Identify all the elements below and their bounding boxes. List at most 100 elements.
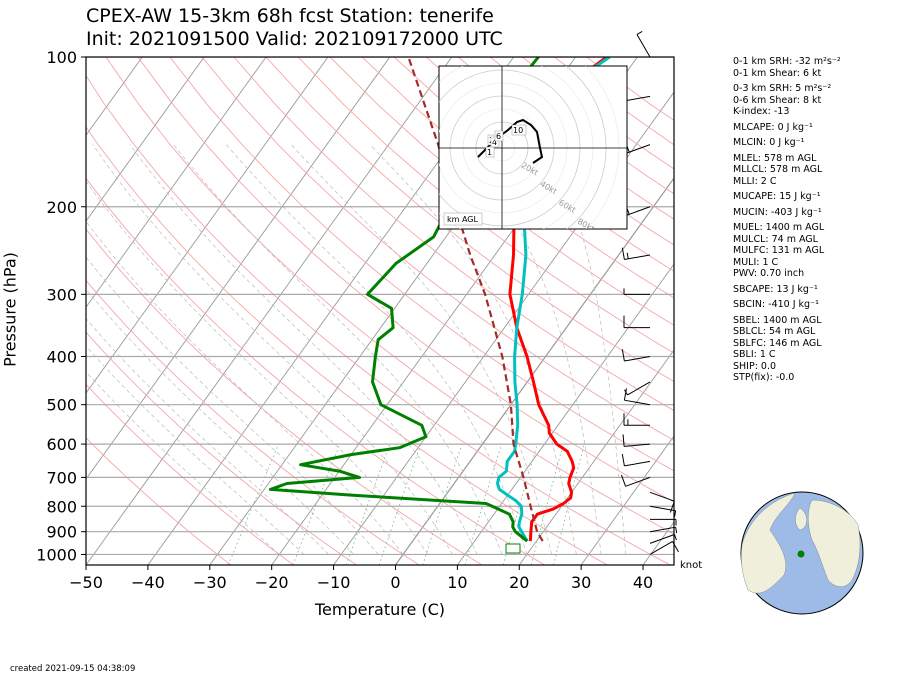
chart-title-line1: CPEX-AW 15-3km 68h fcst Station: tenerif… xyxy=(86,5,494,27)
dry-adiabat xyxy=(86,437,232,565)
param-item: MLCAPE: 0 J kg⁻¹ xyxy=(733,121,813,133)
x-tick-label: −50 xyxy=(69,573,103,592)
y-tick-label: 300 xyxy=(46,285,77,304)
y-tick-label: 1000 xyxy=(36,545,77,564)
dry-adiabat xyxy=(86,177,546,565)
isotherm-line xyxy=(394,177,674,565)
moist-adiabat xyxy=(86,345,305,555)
wind-barb xyxy=(649,526,678,534)
x-tick-label: 0 xyxy=(390,573,400,592)
plot-frame xyxy=(85,56,675,566)
y-tick-label: 800 xyxy=(46,497,77,516)
parameter-list: 0-1 km SRH: -32 m²s⁻² 0-1 km Shear: 6 kt 0… xyxy=(733,56,841,384)
x-tick-label: −10 xyxy=(317,573,351,592)
moist-adiabat xyxy=(290,144,552,555)
param-item: MULCL: 74 m AGL xyxy=(733,233,818,245)
dry-adiabat xyxy=(86,74,671,565)
mixing-ratio-line xyxy=(464,443,503,565)
y-axis-label: Pressure (hPa) xyxy=(0,252,20,367)
wind-barb xyxy=(623,388,651,406)
y-tick-label: 600 xyxy=(46,435,77,454)
y-tick-label: 500 xyxy=(46,396,77,415)
param-item: K-index: -13 xyxy=(733,106,790,117)
dry-adiabat xyxy=(265,57,674,383)
param-item: SBCIN: -410 J kg⁻¹ xyxy=(733,299,819,310)
wind-barb xyxy=(622,434,651,447)
wind-barb xyxy=(623,288,650,295)
dry-adiabat xyxy=(86,228,483,565)
param-item: 0-1 km Shear: 6 kt xyxy=(733,67,822,79)
dry-adiabat xyxy=(86,331,357,565)
x-tick-label: −40 xyxy=(131,573,165,592)
param-item: STP(fix): -0.0 xyxy=(733,372,795,383)
isotherm-line xyxy=(86,57,329,394)
param-item: MULFC: 131 m AGL xyxy=(733,245,825,256)
isotherm-line xyxy=(86,57,205,222)
moist-adiabat xyxy=(86,256,379,555)
moist-adiabat xyxy=(460,144,602,555)
isotherm-line xyxy=(457,263,674,565)
profile-line-2 xyxy=(268,57,540,543)
param-item: MUEL: 1400 m AGL xyxy=(733,222,825,233)
param-item: PWV: 0.70 inch xyxy=(733,268,805,279)
y-tick-label: 900 xyxy=(46,523,77,542)
created-timestamp: created 2021-09-15 04:38:09 xyxy=(10,664,136,674)
isotherm-line xyxy=(86,57,391,480)
land xyxy=(741,492,796,594)
land xyxy=(808,499,861,587)
wind-barb xyxy=(623,413,650,426)
wind-barb xyxy=(621,454,651,467)
wind-barb xyxy=(624,381,651,396)
hodo-height-label: 6 xyxy=(496,132,501,141)
dry-adiabat xyxy=(169,57,674,472)
dry-adiabat xyxy=(86,126,608,565)
y-tick-label: 200 xyxy=(46,198,77,217)
mixing-ratio-line xyxy=(502,443,538,565)
locator-globe xyxy=(740,491,864,615)
param-item: SBCAPE: 13 J kg⁻¹ xyxy=(733,283,818,295)
moist-adiabat xyxy=(226,144,528,555)
param-item: SBLI: 1 C xyxy=(733,349,776,360)
dry-adiabat xyxy=(137,57,674,503)
moist-adiabat xyxy=(86,220,404,555)
dry-adiabat xyxy=(105,57,674,535)
param-item: MUCIN: -403 J kg⁻¹ xyxy=(733,206,822,218)
dry-adiabat xyxy=(201,57,674,441)
wind-barb xyxy=(649,491,675,513)
isotherm-line xyxy=(86,57,453,565)
param-item: MLEL: 578 m AGL xyxy=(733,152,817,164)
dry-adiabat xyxy=(329,57,674,326)
isotherm-line xyxy=(518,349,674,565)
moist-adiabat xyxy=(86,180,429,555)
wind-barb xyxy=(649,541,679,555)
hodograph: 20kt40kt60kt80kt124610km AGL xyxy=(438,65,628,230)
wind-barb xyxy=(649,534,677,544)
param-item: 0-6 km Shear: 8 kt xyxy=(733,94,822,106)
wind-barb xyxy=(621,349,651,362)
y-tick-label: 100 xyxy=(46,48,77,67)
mixing-ratio-line xyxy=(345,443,391,565)
chart-title-line2: Init: 2021091500 Valid: 202109172000 UTC xyxy=(86,28,503,50)
dry-adiabat xyxy=(233,57,674,412)
dry-adiabat xyxy=(86,383,294,565)
surface-marker xyxy=(505,543,521,554)
land xyxy=(795,507,807,531)
plot-area xyxy=(86,57,674,565)
dry-adiabat xyxy=(297,57,674,354)
moist-adiabat xyxy=(86,371,280,555)
wind-barb xyxy=(620,474,651,487)
moist-adiabat xyxy=(86,318,330,555)
knot-label: knot xyxy=(680,560,703,571)
moist-adiabat xyxy=(92,144,453,555)
hodograph-frame xyxy=(438,65,628,230)
mixing-ratio-line xyxy=(553,443,585,565)
moist-adiabat xyxy=(129,144,478,555)
isotherm-line xyxy=(86,57,267,308)
hodo-height-label: 4 xyxy=(492,138,497,147)
param-item: SBLFC: 146 m AGL xyxy=(733,337,822,349)
param-item: MUCAPE: 15 J kg⁻¹ xyxy=(733,191,821,202)
param-item: MULI: 1 C xyxy=(733,256,779,268)
x-tick-label: −20 xyxy=(255,573,289,592)
param-item: 0-3 km SRH: 5 m²s⁻² xyxy=(733,83,832,94)
